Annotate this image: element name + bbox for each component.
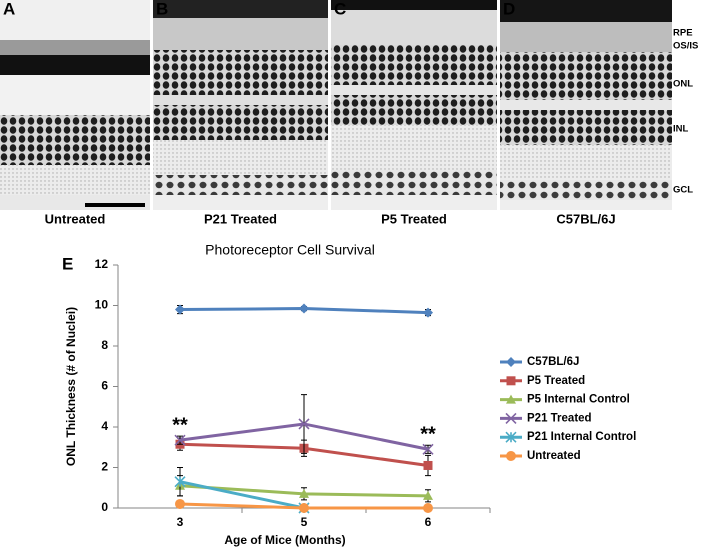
x-axis-label: Age of Mice (Months): [224, 533, 345, 547]
tissue-layer: [331, 170, 497, 195]
panel-letter: B: [156, 0, 168, 18]
tissue-layer: [0, 115, 150, 165]
tissue-layer: [331, 0, 497, 10]
micrographs: A Untreated B P21 Treated C P5 Treated D C57BL/…: [0, 0, 698, 226]
scale-bar: [85, 203, 145, 207]
layer-label: OS/IS: [673, 41, 698, 52]
significance-mark: **: [420, 424, 436, 446]
tissue-layer: [500, 145, 672, 180]
panel-letter: C: [334, 0, 346, 18]
y-axis-label: ONL Thickness (# of Nuclei): [64, 307, 78, 466]
panel-letter: E: [62, 254, 73, 273]
tissue-layer: [331, 125, 497, 170]
tissue-layer: [331, 95, 497, 125]
y-tick-label: 4: [101, 419, 108, 433]
tissue-layer: [153, 105, 328, 140]
y-tick-label: 8: [101, 338, 108, 352]
legend-marker: [506, 357, 516, 367]
marker: [422, 443, 434, 455]
tissue-layer: [331, 85, 497, 95]
legend-label: P21 Treated: [527, 412, 592, 424]
tissue-layer: [0, 40, 150, 55]
tissue-layer: [500, 0, 672, 22]
panel-letter: D: [503, 0, 515, 18]
panel-caption: C57BL/6J: [556, 211, 615, 226]
legend-label: Untreated: [527, 450, 581, 462]
y-tick-label: 6: [101, 379, 108, 393]
panel-caption: P21 Treated: [204, 211, 277, 226]
tissue-layer: [153, 140, 328, 175]
tissue-layer: [331, 195, 497, 210]
panel-letter: A: [3, 0, 15, 18]
tissue-layer: [153, 50, 328, 95]
x-tick-label: 3: [177, 515, 184, 529]
marker: [174, 476, 186, 488]
marker: [299, 303, 309, 314]
tissue-layer: [153, 0, 328, 18]
tissue-layer: [0, 0, 150, 40]
legend-marker: [506, 376, 516, 386]
y-tick-label: 12: [95, 257, 109, 271]
legend-marker: [505, 412, 517, 424]
marker: [298, 418, 310, 430]
significance-mark: **: [172, 414, 188, 436]
legend-label: C57BL/6J: [527, 356, 579, 368]
tissue-layer: [500, 22, 672, 52]
y-tick-label: 0: [101, 500, 108, 514]
legend-label: P5 Treated: [527, 375, 585, 387]
x-tick-label: 6: [425, 515, 432, 529]
tissue-layer: [0, 165, 150, 195]
legend-marker: [506, 394, 516, 404]
tissue-layer: [0, 55, 150, 75]
x-tick-label: 5: [301, 515, 308, 529]
y-tick-label: 2: [101, 460, 108, 474]
tissue-layer: [500, 200, 672, 210]
tissue-layer: [153, 18, 328, 50]
marker: [299, 488, 309, 498]
legend-label: P21 Internal Control: [527, 431, 636, 443]
legend-marker: [506, 451, 516, 461]
tissue-layer: [153, 175, 328, 195]
marker: [423, 460, 433, 470]
tissue-layer: [0, 75, 150, 115]
marker: [423, 307, 433, 318]
panel-caption: P5 Treated: [381, 211, 447, 226]
tissue-layer: [153, 95, 328, 105]
tissue-layer: [331, 45, 497, 85]
marker: [423, 503, 433, 513]
layer-label: INL: [673, 124, 689, 135]
layer-label: RPE: [673, 28, 693, 39]
marker: [423, 490, 433, 500]
tissue-layer: [500, 100, 672, 110]
marker: [299, 503, 309, 513]
tissue-layer: [153, 195, 328, 210]
legend-label: P5 Internal Control: [527, 394, 630, 406]
tissue-layer: [331, 10, 497, 45]
y-tick-label: 10: [95, 298, 109, 312]
legend-marker: [505, 431, 517, 443]
tissue-layer: [500, 110, 672, 145]
tissue-layer: [500, 52, 672, 100]
layer-label: ONL: [673, 79, 693, 90]
panel-caption: Untreated: [45, 211, 106, 226]
tissue-layer: [0, 195, 150, 210]
layer-label: GCL: [673, 185, 693, 196]
tissue-layer: [500, 180, 672, 200]
chart-title: Photoreceptor Cell Survival: [205, 242, 375, 258]
marker: [174, 434, 186, 446]
chart: E Photoreceptor Cell Survival Age of Mice …: [62, 242, 636, 547]
series-line: [179, 480, 305, 510]
marker: [175, 498, 185, 509]
marker: [175, 304, 185, 315]
